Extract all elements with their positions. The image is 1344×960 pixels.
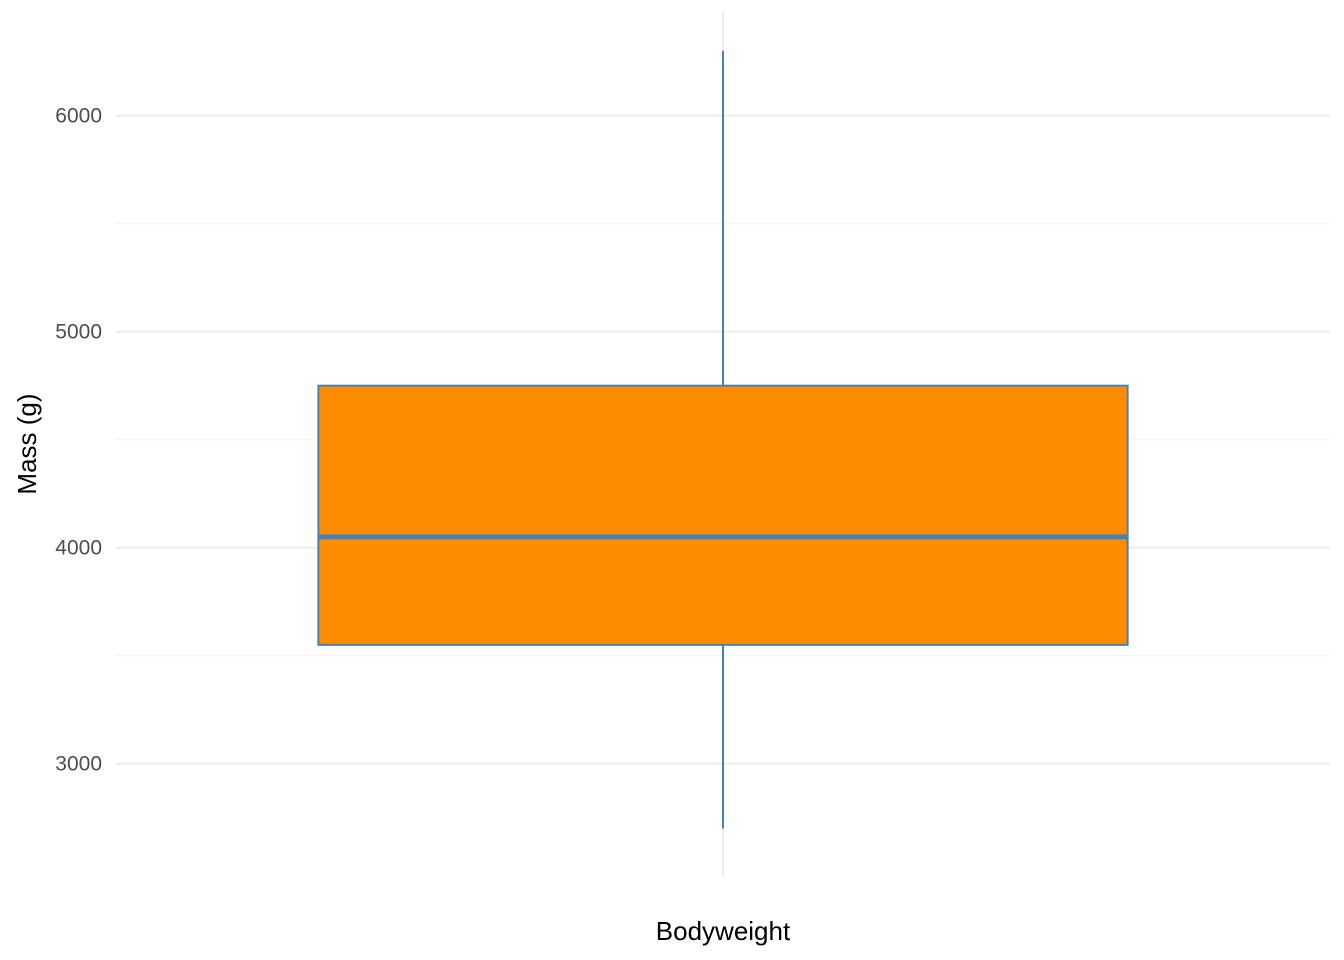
y-tick-labels: 3000 4000 5000 6000 [55, 105, 102, 776]
box-iqr [317, 384, 1129, 646]
y-tick-label: 4000 [55, 537, 102, 560]
y-tick-label: 3000 [55, 753, 102, 776]
x-tick-labels: Bodyweight [656, 916, 791, 946]
x-tick-label: Bodyweight [656, 916, 791, 946]
y-tick-label: 6000 [55, 105, 102, 128]
y-tick-label: 5000 [55, 321, 102, 344]
y-axis-title: Mass (g) [12, 393, 42, 494]
boxes [317, 50, 1129, 829]
box-bodyweight [317, 50, 1129, 829]
